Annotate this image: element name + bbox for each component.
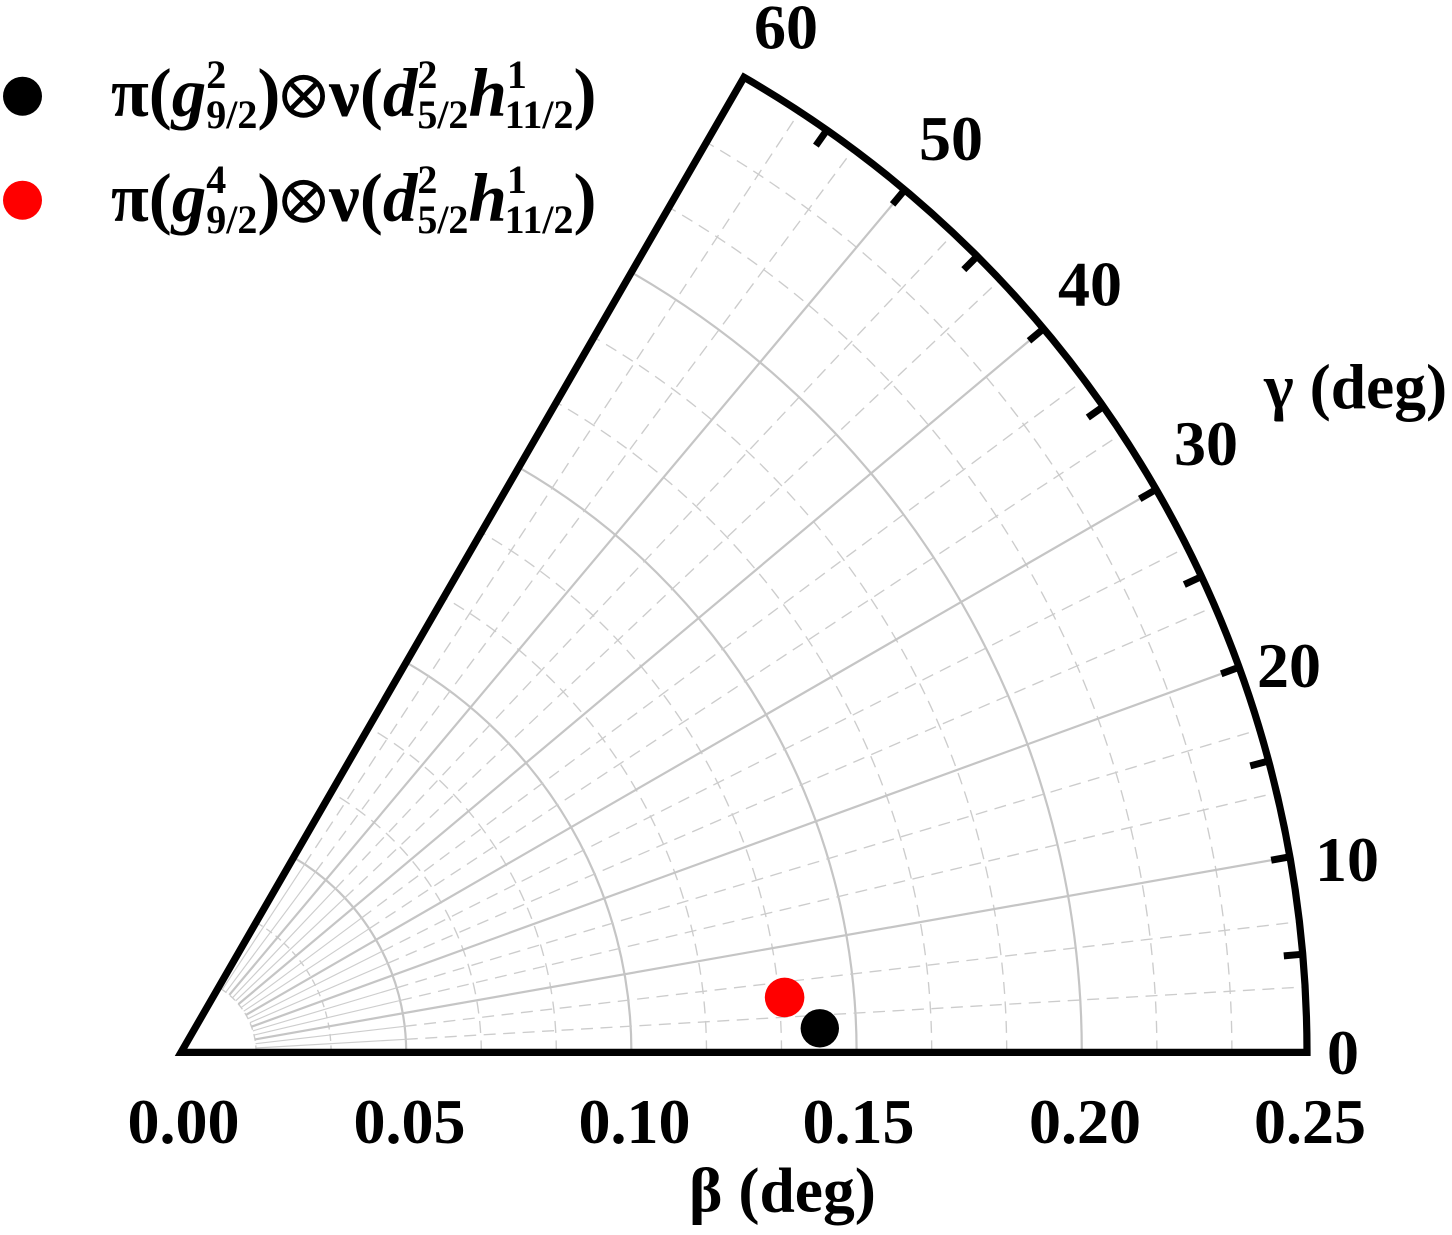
svg-text:10: 10 xyxy=(1315,824,1379,895)
svg-text:0.25: 0.25 xyxy=(1254,1086,1366,1157)
svg-text:0.15: 0.15 xyxy=(803,1086,915,1157)
svg-text:0: 0 xyxy=(1327,1017,1359,1088)
svg-text:π(g49/2): π(g4 9/2) xyxy=(111,157,280,242)
svg-text:γ (deg): γ (deg) xyxy=(1263,351,1447,422)
svg-text:β (deg): β (deg) xyxy=(689,1155,876,1226)
svg-text:0.10: 0.10 xyxy=(579,1086,691,1157)
svg-text:0.00: 0.00 xyxy=(128,1086,240,1157)
svg-text:π(g29/2): π(g2 9/2) xyxy=(111,52,280,137)
svg-text:60: 60 xyxy=(754,0,818,63)
svg-text:0.20: 0.20 xyxy=(1029,1086,1141,1157)
svg-text:30: 30 xyxy=(1174,408,1238,479)
svg-text:0.05: 0.05 xyxy=(354,1086,466,1157)
svg-text:50: 50 xyxy=(919,103,983,174)
svg-text:40: 40 xyxy=(1058,249,1122,320)
svg-text:20: 20 xyxy=(1257,630,1321,701)
